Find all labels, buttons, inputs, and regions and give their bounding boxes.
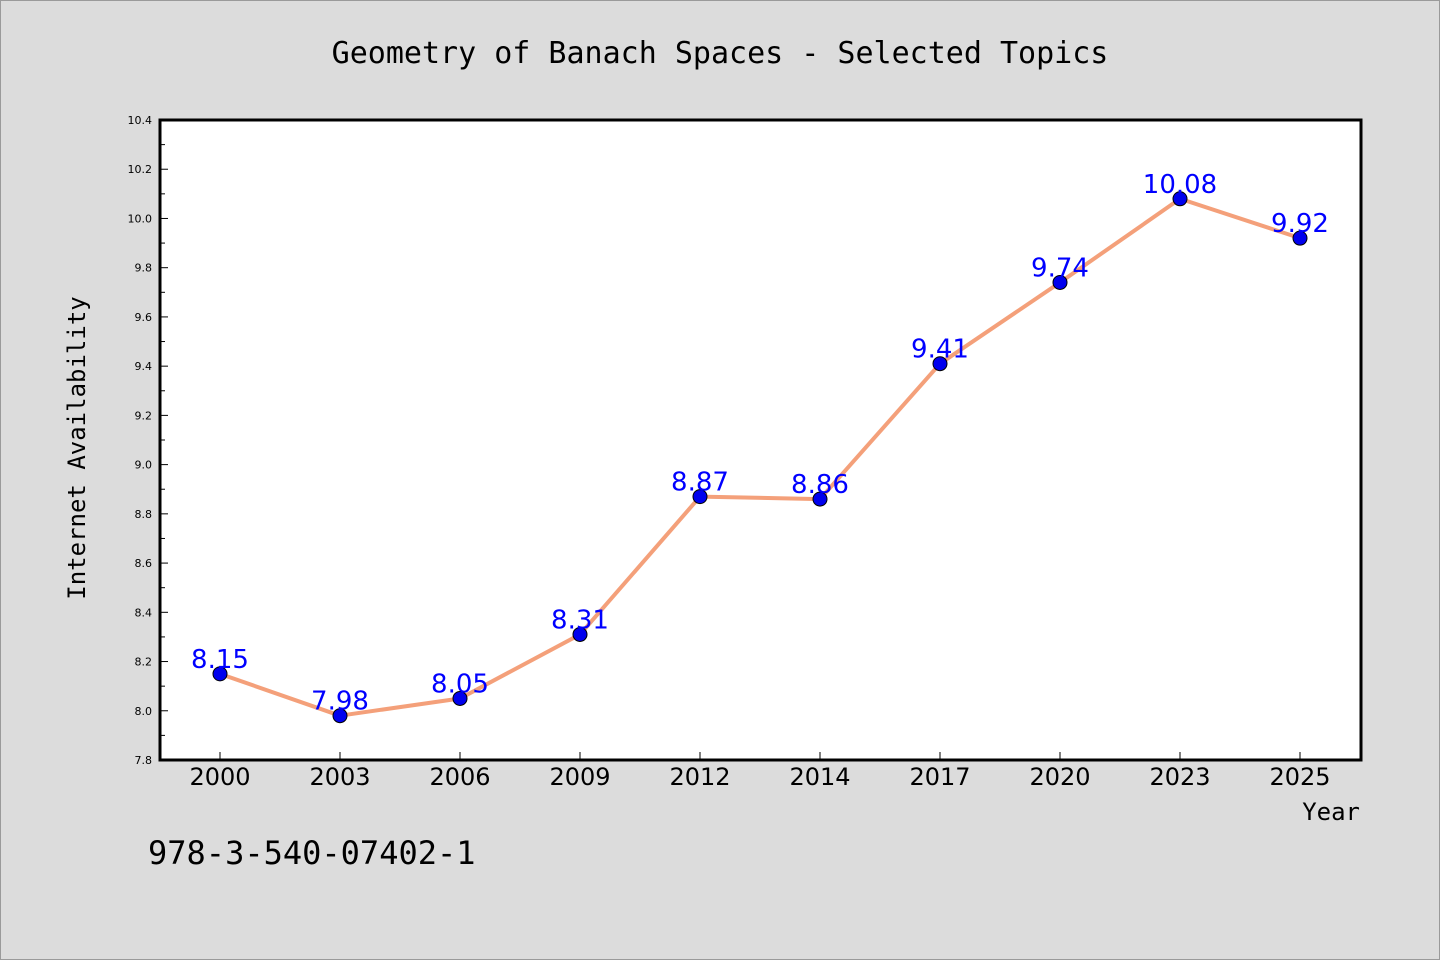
chart-title: Geometry of Banach Spaces - Selected Top… (332, 36, 1109, 71)
plot-border (158, 118, 1363, 762)
x-axis-label: Year (1302, 798, 1360, 826)
x-tick-label: 2014 (789, 763, 850, 791)
y-tick-label: 10.4 (128, 114, 153, 127)
y-tick-label: 9.2 (135, 409, 153, 422)
x-tick-label: 2006 (429, 763, 490, 791)
data-point (812, 491, 828, 507)
y-tick-label: 7.8 (135, 754, 153, 767)
data-labels: 8.15 7.98 8.05 8.31 8.87 8.86 9.41 9.74 10.08 9.9… (191, 170, 1329, 717)
data-point (572, 626, 588, 642)
x-tick-label: 2017 (909, 763, 970, 791)
x-tick-label: 2009 (549, 763, 610, 791)
x-tick-label: 2023 (1149, 763, 1210, 791)
data-point (212, 666, 228, 682)
y-tick-label: 8.4 (135, 606, 153, 619)
y-tick-label: 8.2 (135, 656, 153, 669)
data-point (1172, 191, 1188, 207)
data-point (692, 489, 708, 505)
data-label: 8.86 (791, 470, 849, 500)
isbn-label: 978-3-540-07402-1 (148, 834, 476, 872)
y-tick-label: 9.4 (135, 360, 153, 373)
y-tick-label: 9.8 (135, 262, 153, 275)
y-tick-label: 8.6 (135, 557, 153, 570)
data-label: 9.92 (1271, 209, 1329, 239)
data-label: 10.08 (1143, 170, 1217, 200)
data-markers (212, 191, 1308, 724)
y-tick-label: 10.0 (128, 212, 153, 225)
y-tick-label: 10.2 (128, 163, 153, 176)
data-point (932, 356, 948, 372)
y-tick-label: 8.8 (135, 508, 153, 521)
plot-area (160, 120, 1361, 760)
data-point (452, 690, 468, 706)
x-tick-label: 2003 (309, 763, 370, 791)
data-point (1292, 230, 1308, 246)
series-line (219, 196, 1301, 718)
y-tick-label: 9.0 (135, 459, 153, 472)
data-label: 9.74 (1031, 253, 1089, 283)
x-tick-label: 2025 (1269, 763, 1330, 791)
x-tick-label: 2000 (189, 763, 250, 791)
data-label: 8.05 (431, 669, 489, 699)
x-tick-label: 2020 (1029, 763, 1090, 791)
data-label: 7.98 (311, 687, 369, 717)
y-tick-label: 9.6 (135, 311, 153, 324)
data-point (1052, 274, 1068, 290)
y-tick-label: 8.0 (135, 705, 153, 718)
y-axis: 7.8 8.0 8.2 8.4 8.6 8.8 9.0 9.2 9.4 9.6 9.8 10.0 10.… (128, 114, 168, 767)
data-point (332, 708, 348, 724)
data-label: 8.31 (551, 605, 609, 635)
data-label: 8.15 (191, 645, 249, 675)
x-axis: 2000 2003 2006 2009 2012 2014 2017 2020 2023 2025 (189, 752, 1331, 791)
y-axis-label: Internet Availability (63, 296, 91, 599)
data-label: 9.41 (911, 335, 969, 365)
data-label: 8.87 (671, 468, 729, 498)
x-tick-label: 2012 (669, 763, 730, 791)
